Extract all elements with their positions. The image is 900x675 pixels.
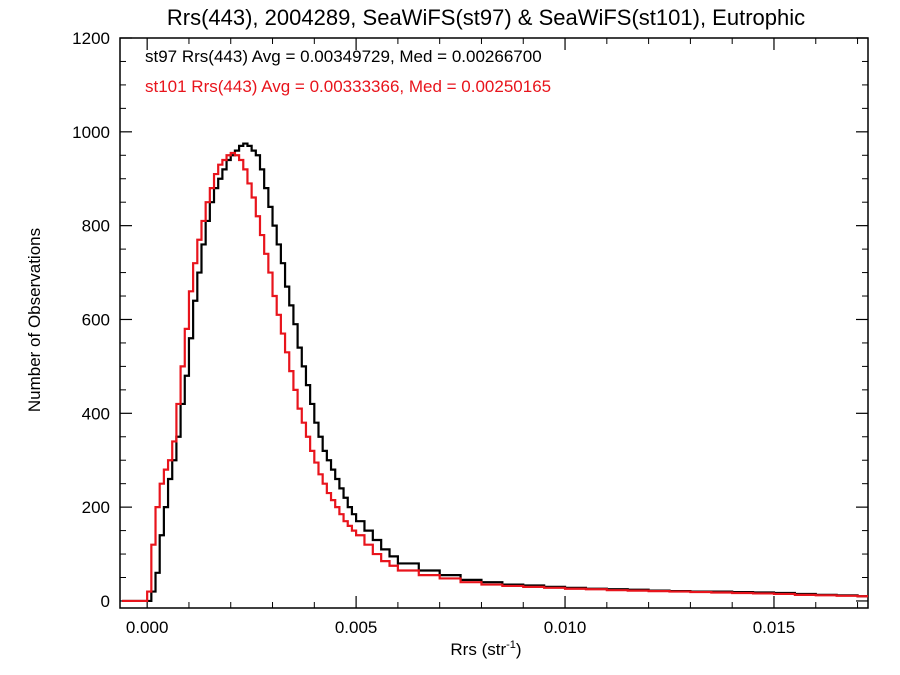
series-layer [122,142,868,603]
x-axis-title: Rrs (str-1) [450,639,521,659]
y-tick-label: 800 [82,217,110,236]
x-axis-title-base: Rrs (str [450,640,506,659]
axis-ticks: 0.000 0.005 0.010 0.015 0 200 400 600 800 1000 120… [72,29,868,637]
y-tick-label: 1000 [72,123,110,142]
series-st97-line [122,142,868,603]
y-tick-label: 0 [101,592,110,611]
chart-title: Rrs(443), 2004289, SeaWiFS(st97) & SeaWi… [167,5,805,30]
y-axis-title: Number of Observations [25,228,44,412]
y-tick-label: 400 [82,404,110,423]
y-tick-label: 600 [82,310,110,329]
x-tick-label: 0.010 [544,618,587,637]
plot-frame [119,37,869,609]
x-axis-title-tail: ) [516,640,522,659]
annotation-st97: st97 Rrs(443) Avg = 0.00349729, Med = 0.… [145,47,542,66]
series-st101-line [122,151,868,603]
x-tick-label: 0.000 [126,618,169,637]
annotation-st101: st101 Rrs(443) Avg = 0.00333366, Med = 0… [145,77,551,96]
x-tick-label: 0.015 [753,618,796,637]
y-tick-label: 200 [82,498,110,517]
x-tick-label: 0.005 [335,618,378,637]
x-axis-title-sup: -1 [506,639,516,651]
y-tick-label: 1200 [72,29,110,48]
